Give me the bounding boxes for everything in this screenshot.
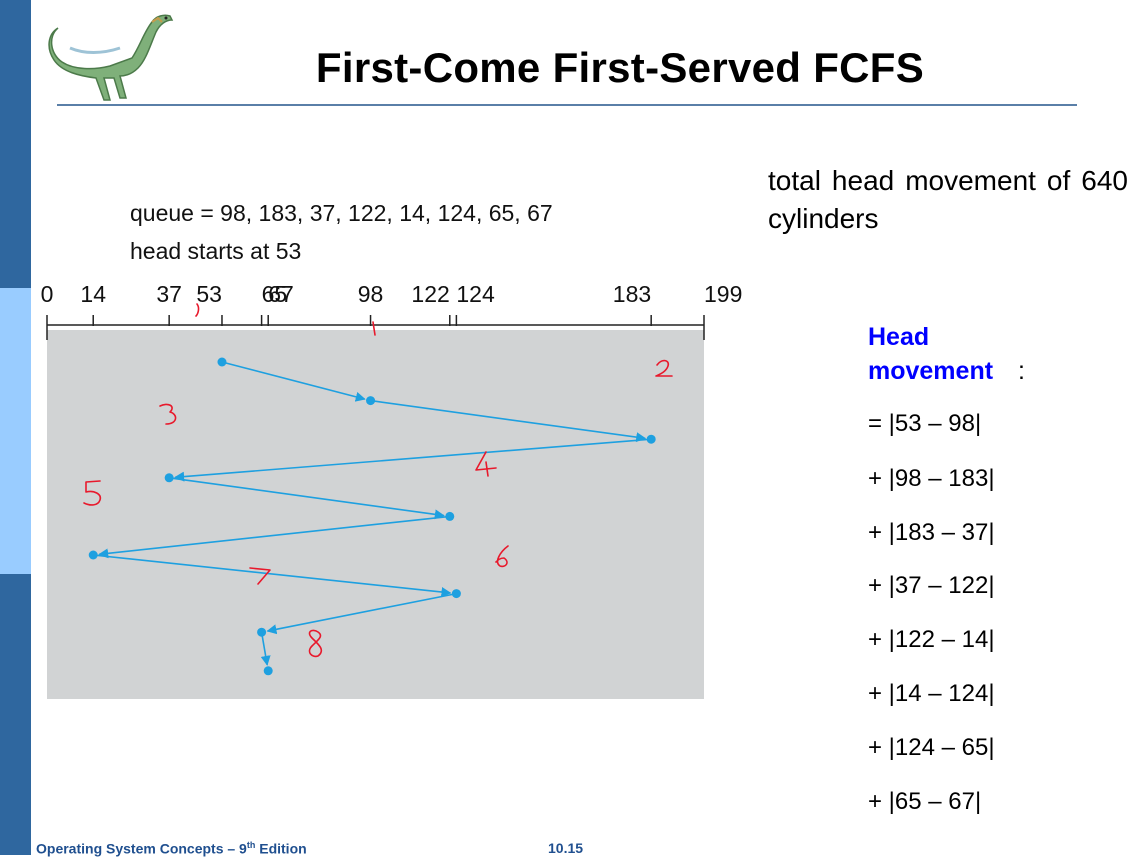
- axis-tick-label: 122: [411, 281, 449, 307]
- movement-term-1: = |53 – 98|: [868, 410, 982, 437]
- axis-tick-label: 124: [456, 281, 495, 307]
- head-movement-heading: Head movement:: [868, 320, 1025, 388]
- movement-term-8: + |65 – 67|: [868, 788, 982, 815]
- axis-tick-label: 199: [704, 281, 742, 307]
- annotation-5: [83, 480, 102, 506]
- annotation-3: [159, 403, 177, 425]
- footer-book-sup: th: [246, 840, 256, 850]
- axis-tick-label: 14: [80, 281, 106, 307]
- head-move-segment: [370, 399, 647, 443]
- annotation-7: [249, 567, 271, 585]
- head-move-segment: [266, 592, 457, 635]
- axis-tick-label: 183: [613, 281, 651, 307]
- movement-term-3: + |183 – 37|: [868, 519, 995, 546]
- movement-term-2: + |98 – 183|: [868, 465, 995, 492]
- head-position-point: [451, 589, 461, 599]
- axis-tick-label: 98: [358, 281, 384, 307]
- head-position-point: [445, 511, 455, 521]
- head-start-description: head starts at 53: [130, 238, 302, 264]
- head-move-segment: [93, 554, 452, 597]
- diagram-panel: [47, 330, 704, 699]
- head-position-point: [263, 666, 273, 676]
- annotation-4: [475, 451, 497, 477]
- footer-page-number: 10.15: [548, 840, 584, 856]
- head-position-point: [164, 473, 174, 483]
- head-move-segment: [169, 477, 445, 520]
- title-divider: [57, 104, 1077, 106]
- head-position-point: [646, 434, 656, 444]
- movement-term-7: + |124 – 65|: [868, 734, 995, 761]
- movement-term-5: + |122 – 14|: [868, 626, 995, 653]
- head-position-point: [366, 396, 376, 406]
- annotation-6: [495, 545, 509, 568]
- head-move-segment: [174, 438, 652, 482]
- footer-book: Operating System Concepts – 9: [36, 840, 247, 857]
- head-move-segment: [260, 632, 271, 666]
- total-head-movement: total head movement of 640 cylinders: [768, 165, 1128, 234]
- head-move-segment: [221, 361, 366, 402]
- axis-tick-label: 67: [268, 281, 294, 307]
- axis-tick-label: 0: [41, 281, 54, 307]
- movement-term-6: + |14 – 124|: [868, 680, 995, 707]
- annotation-1: [372, 321, 376, 336]
- annotation-8: [308, 629, 323, 658]
- left-accent-bar-highlight: [0, 288, 31, 574]
- head-position-point: [217, 357, 227, 367]
- head-position-point: [88, 550, 98, 560]
- left-accent-bar: [0, 0, 31, 855]
- footer-book-title: Operating System Concepts – 9th Edition: [36, 840, 307, 857]
- annotation-0: [195, 303, 200, 317]
- head-position-point: [257, 627, 267, 637]
- slide-title: First-Come First-Served FCFS: [315, 44, 925, 91]
- axis-tick-label: 53: [196, 281, 222, 307]
- movement-term-4: + |37 – 122|: [868, 572, 995, 599]
- axis-tick-label: 37: [156, 281, 182, 307]
- head-movement-colon: :: [1018, 357, 1025, 385]
- axis-tick-label: 65: [262, 281, 288, 307]
- head-move-segment: [98, 515, 450, 559]
- queue-description: queue = 98, 183, 37, 122, 14, 124, 65, 6…: [130, 200, 553, 226]
- footer-book-tail: Edition: [255, 840, 307, 857]
- annotation-2: [655, 359, 673, 377]
- dinosaur-logo: [48, 14, 174, 101]
- head-movement-title: Head movement: [868, 323, 994, 385]
